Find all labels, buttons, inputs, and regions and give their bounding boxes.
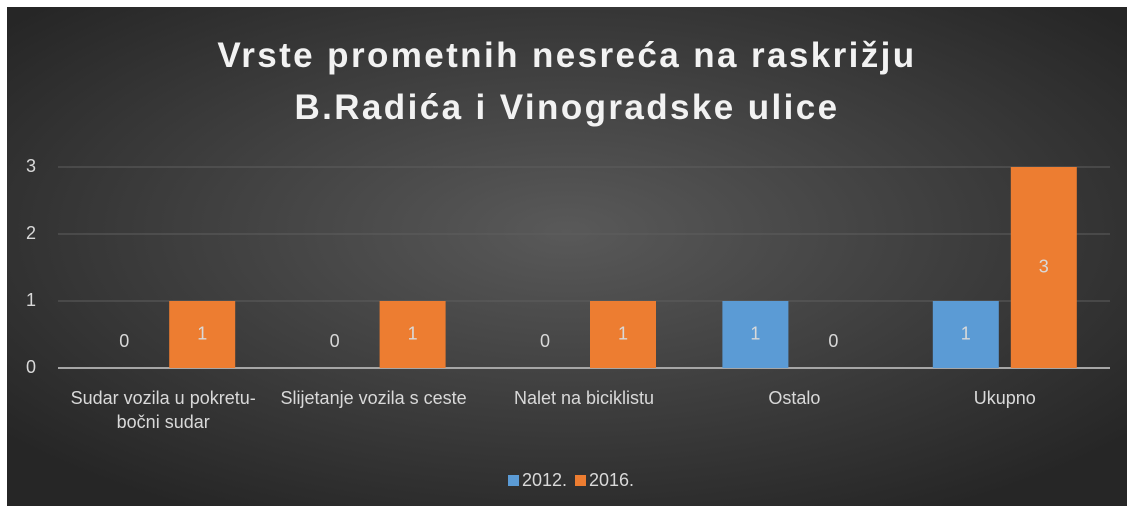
bar	[932, 301, 999, 368]
data-label: 1	[961, 323, 971, 343]
data-label: 0	[828, 331, 838, 351]
bar	[722, 301, 789, 368]
legend-label: 2016.	[589, 470, 635, 490]
y-tick-label: 2	[26, 223, 36, 243]
bar	[1010, 167, 1077, 368]
data-label: 0	[119, 331, 129, 351]
data-label: 0	[540, 331, 550, 351]
x-tick-label: Ostalo	[768, 388, 821, 408]
data-label: 1	[197, 323, 207, 343]
x-tick-label: Ukupno	[973, 388, 1036, 408]
bar	[590, 301, 656, 368]
data-label: 0	[330, 331, 340, 351]
legend-swatch	[575, 475, 586, 486]
data-label: 1	[408, 323, 418, 343]
y-tick-label: 3	[26, 156, 36, 176]
chart-background	[7, 7, 1127, 506]
chart-title: Vrste prometnih nesreća na raskrižju B.R…	[217, 36, 917, 127]
bar	[169, 301, 236, 368]
x-tick-label: Nalet na biciklistu	[513, 388, 655, 408]
legend-label: 2012.	[521, 470, 567, 490]
y-tick-label: 1	[26, 290, 36, 310]
x-tick-label: Sudar vozila u pokretu-bočni sudar	[70, 388, 256, 432]
legend-swatch	[507, 475, 519, 486]
y-tick-label: 0	[26, 357, 36, 377]
data-label: 1	[618, 323, 628, 343]
data-label: 1	[750, 323, 760, 343]
bar	[379, 301, 446, 368]
legend: 2012. 2016.	[0, 470, 1134, 491]
data-label: 3	[1039, 256, 1049, 276]
x-tick-label: Slijetanje vozila s ceste	[280, 388, 467, 408]
